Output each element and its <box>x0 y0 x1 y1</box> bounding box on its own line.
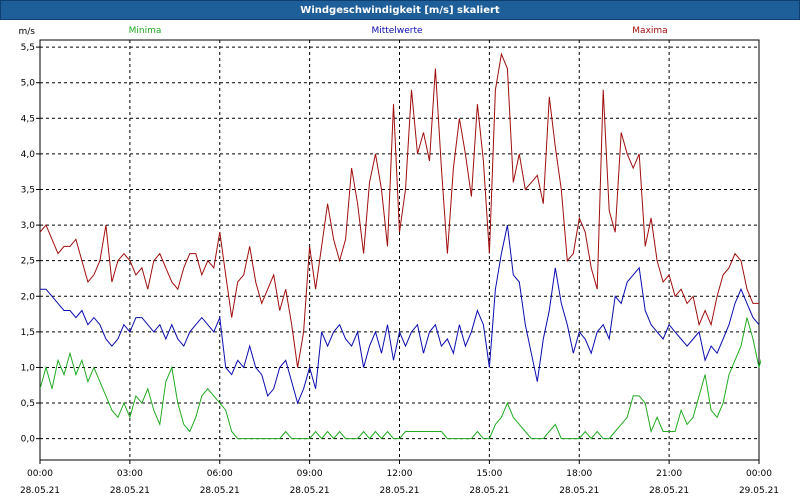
y-tick-label: 2,0 <box>21 292 36 302</box>
series-line-maxima <box>40 52 759 368</box>
y-tick-label: 5,5 <box>21 43 35 53</box>
x-tick-date-label: 28.05.21 <box>559 486 599 496</box>
x-tick-time-label: 00:00 <box>746 469 772 479</box>
x-tick-date-label: 28.05.21 <box>200 486 240 496</box>
x-tick-date-label: 28.05.21 <box>110 486 150 496</box>
window-title-bar: Windgeschwindigkeit [m/s] skaliert <box>0 0 800 20</box>
legend-entry-mittelwerte: Mittelwerte <box>371 26 422 36</box>
x-tick-date-label: 28.05.21 <box>379 486 419 496</box>
y-tick-label: 4,5 <box>21 114 35 124</box>
x-tick-time-label: 00:00 <box>27 469 53 479</box>
x-tick-date-label: 28.05.21 <box>469 486 509 496</box>
x-tick-time-label: 18:00 <box>566 469 592 479</box>
y-tick-label: 3,5 <box>21 185 35 195</box>
y-tick-label: 4,0 <box>21 150 36 160</box>
x-tick-time-label: 06:00 <box>207 469 233 479</box>
series-lines <box>40 52 761 440</box>
window-title: Windgeschwindigkeit [m/s] skaliert <box>300 4 500 16</box>
legend-entry-maxima: Maxima <box>632 26 667 36</box>
y-tick-label: 0,0 <box>21 435 36 445</box>
y-tick-label: 5,0 <box>21 79 36 89</box>
y-tick-label: 2,5 <box>21 257 35 267</box>
y-tick-label: 3,0 <box>21 221 36 231</box>
series-line-minima <box>40 317 761 440</box>
grid <box>39 39 760 461</box>
y-axis-label: m/s <box>19 27 36 37</box>
x-tick-date-label: 28.05.21 <box>290 486 330 496</box>
x-tick-time-label: 21:00 <box>656 469 682 479</box>
x-tick-date-label: 29.05.21 <box>739 486 779 496</box>
series-line-mittelwerte <box>40 224 760 405</box>
y-tick-label: 0,5 <box>21 399 35 409</box>
x-tick-time-label: 03:00 <box>117 469 143 479</box>
x-tick-date-label: 28.05.21 <box>649 486 689 496</box>
wind-speed-chart: 0,0 0,5 1,0 1,5 2,0 2,5 3,0 3,5 4,0 4,5 5,0 5,5 m/s 0… <box>19 26 780 496</box>
x-tick-time-label: 15:00 <box>476 469 502 479</box>
legend-entry-minima: Minima <box>129 26 162 36</box>
axes: 0,0 0,5 1,0 1,5 2,0 2,5 3,0 3,5 4,0 4,5 5,0 5,5 m/s 0… <box>19 27 780 496</box>
y-tick-label: 1,0 <box>21 363 36 373</box>
legend: Minima Mittelwerte Maxima <box>129 26 668 36</box>
x-tick-date-label: 28.05.21 <box>20 486 60 496</box>
x-tick-time-label: 12:00 <box>387 469 413 479</box>
y-tick-label: 1,5 <box>21 328 35 338</box>
x-tick-time-label: 09:00 <box>297 469 323 479</box>
